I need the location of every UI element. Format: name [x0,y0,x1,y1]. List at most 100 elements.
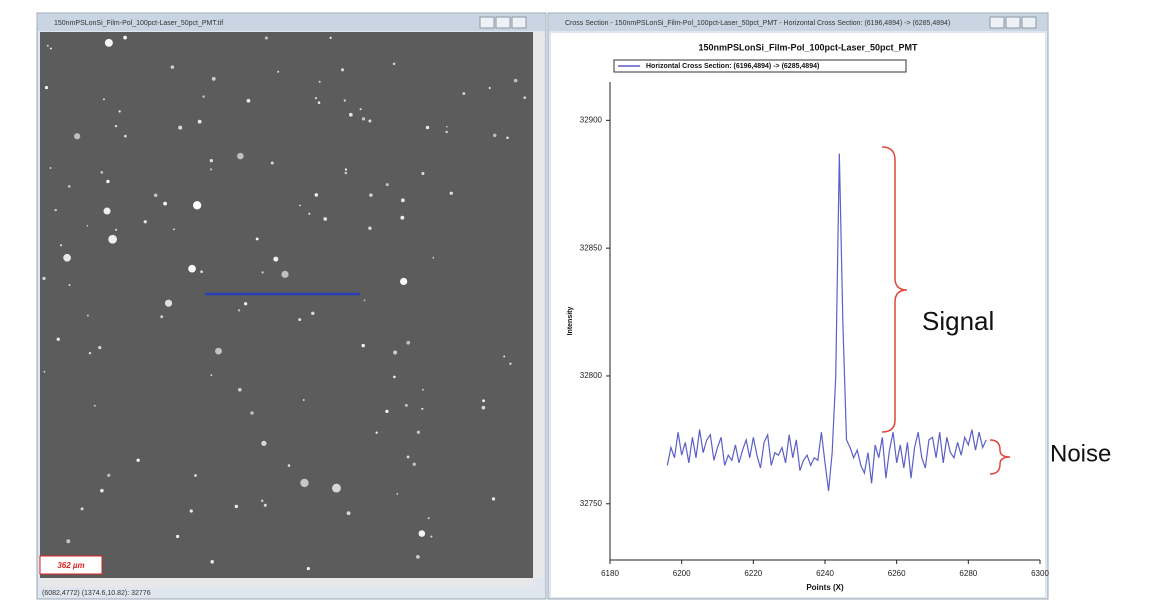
particle [416,554,420,559]
particle [344,168,348,171]
particle [60,244,63,247]
particle [318,80,321,83]
particle [506,136,509,140]
particle [210,560,214,564]
vertical-scrollbar[interactable] [534,32,544,578]
y-axis-label: Intensity [567,307,574,336]
particle [164,299,173,307]
maximize-button[interactable] [1005,16,1021,29]
particle [202,95,205,98]
window-buttons[interactable] [989,16,1037,29]
particle [209,168,213,171]
particle [359,108,362,111]
particle [346,511,351,516]
particle [361,343,365,348]
particle [406,455,410,459]
particle [513,78,518,83]
particle [375,431,378,434]
particle [392,62,396,66]
particle [281,270,289,278]
particle [123,134,127,138]
particle [432,256,435,259]
window-title: Cross Section - 150nmPSLonSi_Film-Pol_10… [565,20,950,27]
particle [493,133,497,138]
chart-area [551,33,1045,597]
legend-label: Horizontal Cross Section: (6196,4894) ->… [646,63,819,70]
close-button[interactable] [1021,16,1037,29]
particle [385,409,389,413]
particle [277,70,280,73]
particle [86,314,89,317]
particle [445,130,448,134]
particle [66,539,71,544]
particle [102,98,105,101]
window-title: 150nmPSLonSi_Film-Pol_100pct-Laser_50pct… [54,20,223,27]
x-tick-label: 6280 [959,569,977,578]
particle [197,119,202,124]
particle [44,85,49,90]
particle [192,201,202,210]
particle [178,125,183,130]
particle [80,507,84,511]
particle [400,215,405,220]
particle [306,567,310,571]
particle [194,474,197,477]
particle [393,375,396,379]
particle [260,499,264,503]
particle [176,534,180,539]
particle [237,309,241,312]
x-tick-label: 6200 [673,569,691,578]
particle [56,337,60,341]
particle [343,99,346,102]
particle [188,264,196,273]
particle [503,355,506,358]
particle [189,509,193,513]
window-buttons[interactable] [479,16,527,29]
particle [74,133,81,140]
y-tick-label: 32900 [580,115,603,124]
microscope-image [40,32,533,578]
noise-bracket [989,439,1011,475]
status-bar: (6082,4772) (1374.6,10.82): 32776 [42,590,151,597]
horizontal-scrollbar[interactable] [40,578,533,587]
particle [106,179,110,184]
particle [173,228,175,231]
particle [449,191,453,195]
particle [100,488,104,493]
signal-bracket [881,146,908,433]
particle [344,171,348,175]
maximize-button[interactable] [495,16,511,29]
minimize-button[interactable] [479,16,495,29]
y-tick-label: 32850 [580,243,603,252]
particle [237,387,242,392]
x-tick-label: 6180 [601,569,619,578]
particle [163,201,167,206]
minimize-button[interactable] [989,16,1005,29]
particle [67,185,71,188]
y-tick-label: 32750 [580,499,603,508]
particle [445,125,448,128]
particle [261,440,267,446]
particle [255,237,259,241]
particle [100,171,104,174]
close-button[interactable] [511,16,527,29]
particle [68,283,71,286]
legend-box [613,59,907,73]
particle [49,47,52,50]
particle [88,351,92,355]
particle [323,217,328,221]
particle [361,117,366,121]
scale-bar [39,555,103,575]
particle [400,198,405,203]
noise-label: Noise [1050,440,1111,467]
particle [317,101,321,104]
particle [237,152,244,160]
particle [363,299,366,302]
particle [243,302,248,306]
particle [63,253,71,262]
particle [421,171,425,175]
particle [234,504,239,509]
particle [340,68,345,72]
particle [246,98,251,103]
particle [273,256,279,262]
